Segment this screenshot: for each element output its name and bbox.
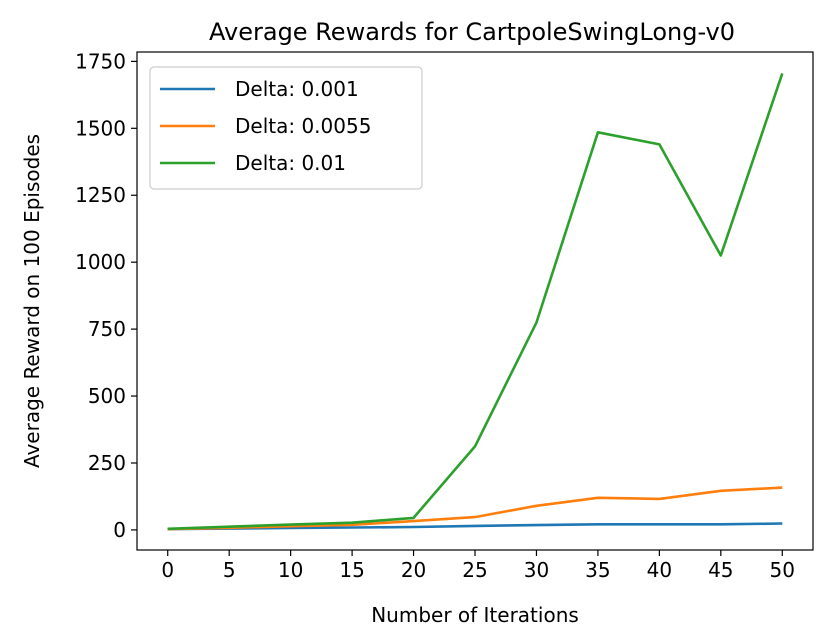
y-axis-ticks: 0 250 500 750 1000 1250 1500 1750 xyxy=(75,49,137,542)
legend-box xyxy=(149,66,423,190)
series-line-3 xyxy=(167,72,784,531)
x-tick-label: 40 xyxy=(647,558,672,582)
x-tick-label: 15 xyxy=(339,558,364,582)
legend-label: Delta: 0.0055 xyxy=(235,114,371,138)
legend-label: Delta: 0.01 xyxy=(235,151,346,175)
y-tick-label: 1750 xyxy=(75,49,126,73)
y-tick-label: 0 xyxy=(113,518,126,542)
y-axis-label: Average Reward on 100 Episodes xyxy=(20,134,44,468)
x-tick-label: 30 xyxy=(524,558,549,582)
y-tick-label: 1000 xyxy=(75,250,126,274)
series-line-1 xyxy=(167,522,783,531)
x-axis-ticks: 0 5 10 15 20 25 30 35 40 45 50 xyxy=(161,550,795,582)
y-tick-label: 500 xyxy=(88,384,126,408)
x-tick-label: 10 xyxy=(278,558,303,582)
legend: Delta: 0.001 Delta: 0.0055 Delta: 0.01 xyxy=(149,66,423,190)
plot-frame xyxy=(136,51,814,551)
y-tick-label: 1250 xyxy=(75,183,126,207)
chart-title: Average Rewards for CartpoleSwingLong-v0 xyxy=(209,18,735,46)
y-tick-label: 750 xyxy=(88,317,126,341)
series-line-2 xyxy=(167,486,783,531)
x-tick-label: 45 xyxy=(708,558,733,582)
series-layer xyxy=(167,72,784,531)
x-tick-label: 35 xyxy=(585,558,610,582)
y-tick-label: 250 xyxy=(88,451,126,475)
legend-label: Delta: 0.001 xyxy=(235,77,359,101)
x-tick-label: 20 xyxy=(401,558,426,582)
x-tick-label: 25 xyxy=(462,558,487,582)
x-tick-label: 0 xyxy=(161,558,174,582)
x-tick-label: 5 xyxy=(223,558,236,582)
x-tick-label: 50 xyxy=(770,558,795,582)
x-axis-label: Number of Iterations xyxy=(371,603,579,627)
y-tick-label: 1500 xyxy=(75,116,126,140)
